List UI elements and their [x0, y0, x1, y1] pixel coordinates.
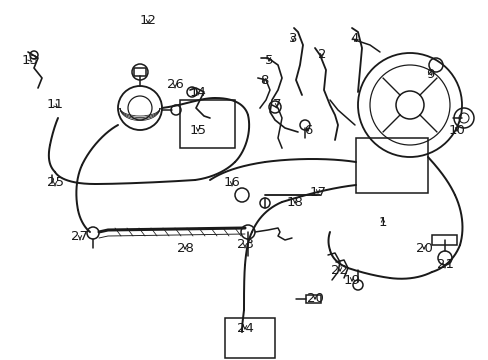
Text: 10: 10 [447, 123, 465, 136]
Text: 17: 17 [309, 185, 326, 198]
Bar [431, 235, 456, 245]
Text: 13: 13 [21, 54, 39, 67]
Text: 22: 22 [331, 264, 348, 276]
Text: 18: 18 [286, 195, 303, 208]
Text: 6: 6 [303, 123, 311, 136]
Text: 20: 20 [306, 292, 323, 305]
Bar [180, 100, 235, 148]
Bar [224, 318, 274, 358]
Text: 19: 19 [343, 274, 360, 287]
Text: 16: 16 [223, 176, 240, 189]
Text: 26: 26 [166, 78, 183, 91]
Text: 3: 3 [288, 31, 297, 45]
Text: 21: 21 [436, 258, 452, 271]
Text: 1: 1 [378, 216, 386, 229]
Text: 28: 28 [176, 242, 193, 255]
Text: 2: 2 [317, 49, 325, 62]
Text: 27: 27 [71, 230, 88, 243]
Text: 20: 20 [415, 242, 431, 255]
Text: 25: 25 [46, 176, 63, 189]
Text: 4: 4 [350, 31, 359, 45]
Text: 5: 5 [264, 54, 273, 67]
Bar [355, 138, 427, 193]
Text: 8: 8 [259, 73, 267, 86]
Text: 9: 9 [425, 68, 433, 81]
Text: 23: 23 [236, 238, 253, 252]
Text: 24: 24 [236, 321, 253, 334]
Text: 14: 14 [189, 85, 206, 99]
Bar [305, 295, 320, 303]
Text: 11: 11 [46, 99, 63, 112]
Text: 12: 12 [139, 13, 156, 27]
Text: 7: 7 [272, 99, 281, 112]
Bar [134, 68, 146, 76]
Text: 15: 15 [189, 123, 206, 136]
